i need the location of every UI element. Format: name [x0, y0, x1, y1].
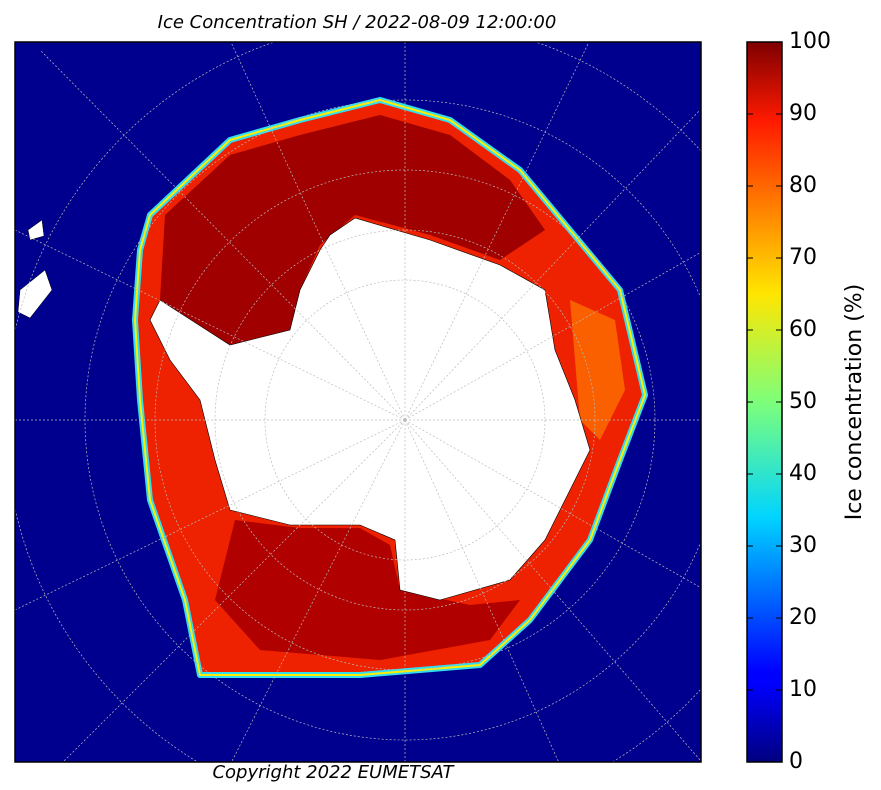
ice-patch [570, 300, 625, 440]
tick-label: 10 [789, 677, 817, 702]
graticule [15, 42, 701, 762]
colorbar-ticks: 0 10 20 30 40 50 60 70 80 90 100 [747, 29, 831, 774]
antarctica [149, 217, 591, 601]
tick-label: 20 [789, 605, 817, 630]
ice-edge [133, 98, 647, 676]
tick-label: 90 [789, 101, 817, 126]
tick-label: 100 [789, 29, 831, 54]
tick-label: 60 [789, 317, 817, 342]
tick-label: 0 [789, 749, 803, 774]
tick-label: 40 [789, 461, 817, 486]
title: Ice Concentration SH / 2022-08-09 12:00:… [158, 12, 557, 33]
map-frame [14, 41, 702, 763]
tick-label: 70 [789, 245, 817, 270]
colorbar-label: Ice concentration (%) [842, 284, 867, 521]
tick-label: 50 [789, 389, 817, 414]
tick-label: 80 [789, 173, 817, 198]
tick-label: 30 [789, 533, 817, 558]
map [15, 42, 701, 762]
dense-ice [215, 520, 520, 660]
dense-ice [160, 115, 545, 345]
copyright: Copyright 2022 EUMETSAT [212, 762, 455, 783]
land [17, 219, 53, 319]
